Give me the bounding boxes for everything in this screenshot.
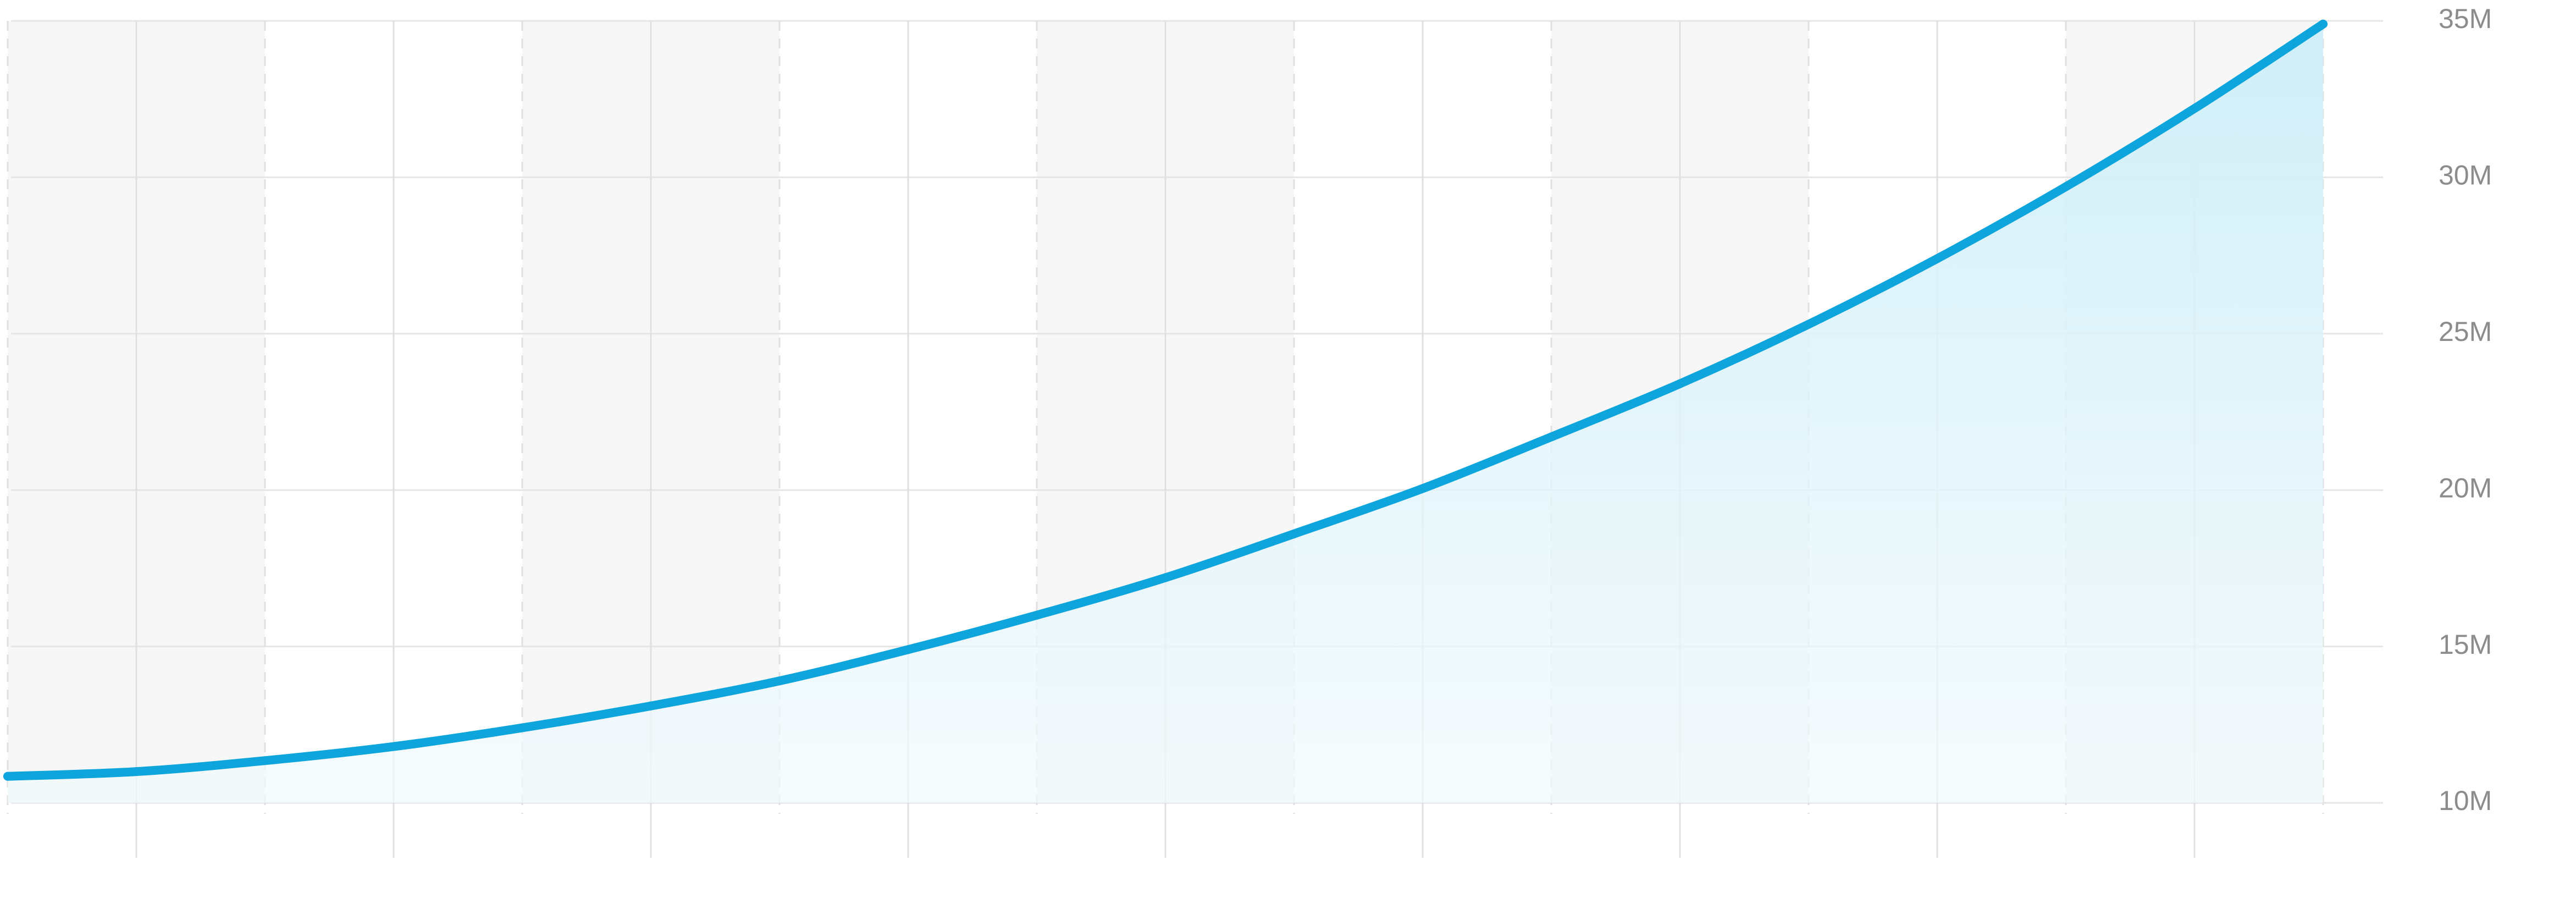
data-point (261, 756, 269, 765)
data-point (1290, 529, 1298, 538)
y-tick-label: 15M (2439, 629, 2492, 660)
data-point (2061, 182, 2070, 191)
data-point (1933, 254, 1942, 263)
y-tick-label: 35M (2439, 3, 2492, 34)
data-point (2190, 104, 2199, 113)
data-point (3, 772, 12, 781)
data-point (646, 701, 655, 710)
data-point (1676, 379, 1684, 388)
data-point (1804, 319, 1813, 329)
data-point (904, 645, 913, 654)
data-point (389, 742, 398, 751)
data-point (1161, 573, 1170, 582)
y-tick-label: 10M (2439, 785, 2492, 816)
y-axis-tick-labels: 10M 15M 20M 25M 30M 35M (2439, 3, 2492, 816)
y-tick-label: 20M (2439, 472, 2492, 503)
data-point (518, 723, 527, 732)
data-point (1547, 432, 1556, 442)
data-points (3, 19, 2328, 781)
series-area (8, 24, 2323, 803)
data-point (2319, 19, 2328, 29)
data-point (775, 676, 784, 686)
data-point (132, 767, 141, 776)
y-tick-label: 30M (2439, 160, 2492, 191)
data-point (1418, 484, 1427, 493)
y-tick-label: 25M (2439, 316, 2492, 347)
area-fill-layer (8, 24, 2323, 803)
data-point (1032, 610, 1041, 620)
